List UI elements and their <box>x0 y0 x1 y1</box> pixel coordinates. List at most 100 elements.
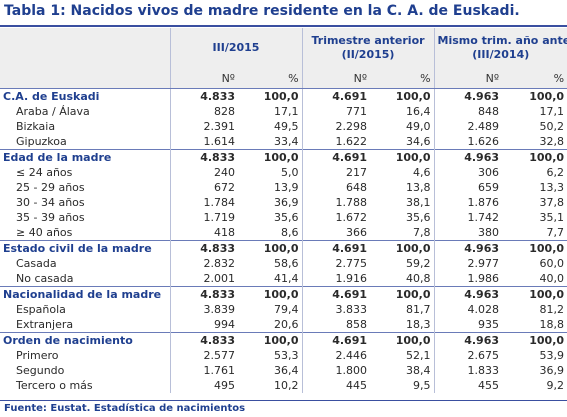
cell-percent: 35,6 <box>274 211 299 224</box>
header-blank <box>0 68 170 89</box>
cell-count: 4.963 <box>433 240 503 256</box>
table-row: Española 3.839 79,4 3.833 81,7 4.028 81,2 <box>0 302 567 317</box>
cell-count: 1.719 <box>169 210 238 225</box>
table-row: 25 - 29 años 672 13,9 648 13,8 659 13,3 <box>0 180 567 195</box>
cell-percent: 100,0 <box>238 149 303 165</box>
row-label: Segundo <box>16 364 65 377</box>
table-row: ≥ 40 años 418 8,6 366 7,8 380 7,7 <box>0 225 567 241</box>
row-label: Bizkaia <box>16 120 56 133</box>
cell-percent: 8,6 <box>281 226 299 239</box>
col-n-header: Nº <box>433 68 503 89</box>
source-rule <box>0 400 567 401</box>
table-row: Segundo 1.761 36,4 1.800 38,4 1.833 36,9 <box>0 363 567 378</box>
cell-count: 848 <box>433 104 503 119</box>
cell-percent: 13,3 <box>539 181 565 194</box>
cell-count: 2.391 <box>169 119 238 134</box>
cell-count: 380 <box>433 225 503 241</box>
cell-percent: 36,9 <box>274 196 299 209</box>
cell-count: 2.489 <box>433 119 503 134</box>
cell-percent: 36,9 <box>539 364 565 377</box>
row-label: Tercero o más <box>16 379 93 392</box>
group-row: Nacionalidad de la madre 4.833 100,0 4.691 1… <box>0 286 567 302</box>
cell-count: 4.691 <box>301 149 371 165</box>
cell-percent: 58,6 <box>274 257 299 270</box>
row-label: No casada <box>16 272 74 285</box>
table-row: Tercero o más 495 10,2 445 9,5 455 9,2 <box>0 378 567 393</box>
cell-percent: 18,3 <box>406 318 431 331</box>
births-table: III/2015 Trimestre anterior (II/2015) Mi… <box>0 28 567 393</box>
cell-count: 2.977 <box>433 256 503 271</box>
cell-count: 3.839 <box>169 302 238 317</box>
cell-percent: 6,2 <box>546 166 565 179</box>
cell-count: 771 <box>301 104 371 119</box>
cell-count: 4.028 <box>433 302 503 317</box>
cell-percent: 7,7 <box>546 226 565 239</box>
row-label: 25 - 29 años <box>16 181 85 194</box>
cell-count: 445 <box>301 378 371 393</box>
cell-count: 1.761 <box>169 363 238 378</box>
cell-count: 1.784 <box>169 195 238 210</box>
cell-count: 4.691 <box>301 332 371 348</box>
cell-count: 4.833 <box>169 286 238 302</box>
row-label: Edad de la madre <box>0 149 170 165</box>
cell-percent: 9,2 <box>546 379 565 392</box>
row-label: C.A. de Euskadi <box>3 90 100 103</box>
row-label: Nacionalidad de la madre <box>0 286 170 302</box>
cell-count: 648 <box>301 180 371 195</box>
cell-percent: 81,7 <box>406 303 431 316</box>
cell-percent: 37,8 <box>539 196 565 209</box>
cell-count: 4.963 <box>433 332 503 348</box>
cell-percent: 60,0 <box>539 257 565 270</box>
col-n-header: Nº <box>301 68 371 89</box>
cell-count: 4.833 <box>169 149 238 165</box>
period-label: Trimestre anterior <box>311 34 425 47</box>
cell-percent: 100,0 <box>370 286 435 302</box>
row-label: Primero <box>16 349 59 362</box>
col-pct-header: % <box>370 68 435 89</box>
row-label: Casada <box>16 257 57 270</box>
cell-percent: 20,6 <box>274 318 299 331</box>
cell-count: 366 <box>301 225 371 241</box>
group-row: Orden de nacimiento 4.833 100,0 4.691 100,0 4… <box>0 332 567 348</box>
cell-percent: 49,5 <box>274 120 299 133</box>
cell-percent: 59,2 <box>406 257 431 270</box>
cell-percent: 100,0 <box>370 240 435 256</box>
cell-percent: 9,5 <box>413 379 431 392</box>
row-label: 30 - 34 años <box>16 196 85 209</box>
cell-percent: 49,0 <box>406 120 431 133</box>
cell-count: 3.833 <box>301 302 371 317</box>
row-label: 35 - 39 años <box>16 211 85 224</box>
cell-count: 4.691 <box>301 286 371 302</box>
header-units: Nº % Nº % Nº % <box>0 68 567 89</box>
cell-percent: 53,3 <box>274 349 299 362</box>
cell-count: 2.001 <box>169 271 238 287</box>
cell-count: 1.742 <box>433 210 503 225</box>
cell-count: 217 <box>301 165 371 180</box>
cell-percent: 100,0 <box>395 90 431 103</box>
cell-percent: 10,2 <box>274 379 299 392</box>
period-sub: (II/2015) <box>341 48 395 61</box>
cell-percent: 41,4 <box>274 272 299 285</box>
table-row: Extranjera 994 20,6 858 18,3 935 18,8 <box>0 317 567 333</box>
cell-percent: 33,4 <box>274 135 299 148</box>
cell-percent: 50,2 <box>539 120 565 133</box>
cell-count: 1.788 <box>301 195 371 210</box>
cell-percent: 36,4 <box>274 364 299 377</box>
cell-percent: 13,9 <box>274 181 299 194</box>
cell-count: 4.833 <box>169 332 238 348</box>
cell-count: 828 <box>169 104 238 119</box>
table-row: Primero 2.577 53,3 2.446 52,1 2.675 53,9 <box>0 348 567 363</box>
header-period-previous: Trimestre anterior (II/2015) <box>301 28 435 68</box>
table-row: ≤ 24 años 240 5,0 217 4,6 306 6,2 <box>0 165 567 180</box>
cell-percent: 81,2 <box>539 303 565 316</box>
table-row: No casada 2.001 41,4 1.916 40,8 1.986 40,0 <box>0 271 567 287</box>
cell-count: 994 <box>169 317 238 333</box>
cell-count: 418 <box>169 225 238 241</box>
cell-percent: 17,1 <box>274 105 299 118</box>
cell-count: 1.876 <box>433 195 503 210</box>
cell-count: 4.963 <box>433 286 503 302</box>
cell-count: 2.675 <box>433 348 503 363</box>
col-pct-header: % <box>238 68 303 89</box>
cell-percent: 100,0 <box>238 332 303 348</box>
header-periods: III/2015 Trimestre anterior (II/2015) Mi… <box>0 28 567 68</box>
